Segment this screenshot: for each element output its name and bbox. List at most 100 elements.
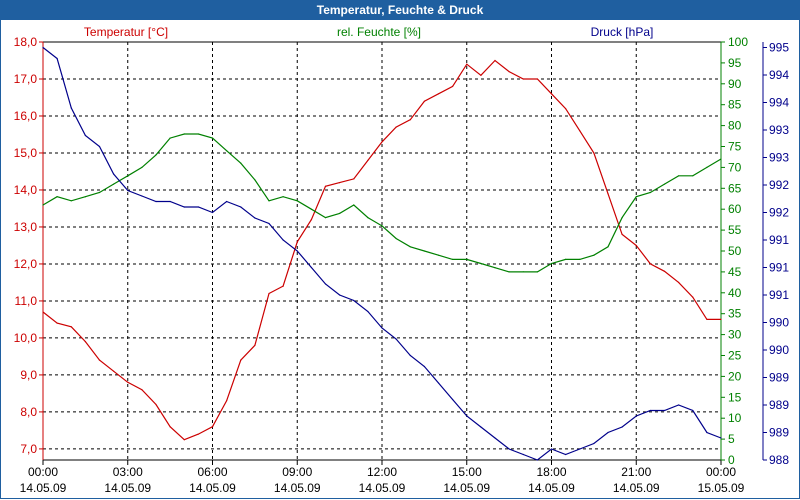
temperature-tick-label: 9,0 (20, 368, 37, 382)
humidity-data-point (565, 258, 567, 260)
humidity-data-point (240, 162, 242, 164)
humidity-data-point (381, 225, 383, 227)
x-tick-label-date: 14.05.09 (528, 481, 575, 495)
temperature-data-point (310, 219, 312, 221)
x-tick-label-time: 21:00 (621, 465, 651, 479)
humidity-tick-label: 95 (728, 56, 742, 70)
pressure-tick-label: 989 (769, 371, 789, 385)
pressure-tick-label: 990 (769, 316, 789, 330)
pressure-data-point (395, 338, 397, 340)
temperature-data-point (593, 152, 595, 154)
humidity-tick-label: 10 (728, 411, 742, 425)
temperature-data-point (565, 108, 567, 110)
temperature-data-point (226, 400, 228, 402)
humidity-data-point (536, 271, 539, 273)
temperature-data-point (211, 426, 214, 428)
pressure-tick-label: 990 (769, 343, 789, 357)
humidity-data-point (42, 204, 44, 206)
pressure-data-point (56, 57, 58, 60)
pressure-data-point (678, 404, 680, 406)
temperature-data-point (42, 311, 44, 313)
temperature-data-point (84, 341, 86, 343)
humidity-tick-label: 55 (728, 223, 742, 237)
pressure-data-point (254, 217, 256, 219)
pressure-tick-label: 989 (769, 398, 789, 412)
humidity-data-point (649, 191, 652, 194)
humidity-data-point (127, 175, 129, 177)
pressure-data-point (339, 294, 341, 296)
temperature-tick-label: 12,0 (14, 257, 38, 271)
humidity-data-point (635, 196, 637, 198)
pressure-data-point (720, 437, 722, 439)
pressure-tick-label: 993 (769, 123, 789, 137)
pressure-data-point (409, 354, 411, 357)
humidity-data-point (579, 258, 581, 260)
humidity-data-point (141, 166, 143, 168)
temperature-data-point (579, 130, 581, 132)
temperature-data-point (197, 433, 199, 435)
humidity-data-point (663, 183, 666, 185)
temperature-data-point (381, 141, 383, 143)
humidity-data-point (98, 191, 101, 194)
temperature-data-point (621, 233, 623, 235)
pressure-axis-label: Druck [hPa] (591, 25, 654, 39)
humidity-data-point (395, 237, 397, 240)
chart-frame: 00:00 14.05.09 03:00 14.05.09 06:00 14.05.09 0… (0, 20, 800, 499)
humidity-data-point (480, 262, 482, 265)
pressure-data-point (550, 448, 553, 450)
pressure-tick-label: 988 (769, 453, 789, 467)
temperature-data-point (423, 100, 425, 102)
temperature-data-point (508, 71, 510, 73)
x-tick-label-time: 00:00 (28, 465, 58, 479)
pressure-tick-label: 989 (769, 426, 789, 440)
pressure-data-point (84, 134, 86, 137)
temperature-data-point (169, 426, 171, 428)
pressure-tick-label: 995 (769, 41, 789, 55)
humidity-data-point (113, 183, 115, 185)
temperature-tick-label: 10,0 (14, 331, 38, 345)
pressure-data-point (310, 266, 312, 269)
pressure-data-point (621, 426, 623, 428)
pressure-data-point (522, 453, 524, 456)
x-tick-label-time: 18:00 (536, 465, 566, 479)
temperature-data-point (663, 270, 666, 272)
pressure-data-point (423, 365, 425, 368)
temperature-data-point (395, 126, 397, 128)
temperature-data-point (550, 93, 553, 95)
humidity-tick-label: 60 (728, 202, 742, 216)
humidity-data-point (607, 246, 609, 248)
humidity-tick-label: 70 (728, 160, 742, 174)
temperature-data-point (720, 318, 722, 320)
pressure-tick-label: 992 (769, 206, 789, 220)
humidity-data-point (353, 204, 355, 206)
x-tick-label-date: 15.05.09 (698, 481, 745, 495)
temperature-data-point (536, 78, 539, 80)
humidity-data-point (706, 166, 708, 168)
pressure-data-point (480, 426, 482, 428)
x-tick-label-date: 14.05.09 (274, 481, 321, 495)
humidity-tick-label: 85 (728, 98, 742, 112)
humidity-data-point (466, 258, 468, 260)
humidity-data-point (593, 254, 595, 256)
temperature-data-point (324, 185, 327, 187)
pressure-data-point (197, 206, 199, 208)
humidity-data-point (169, 137, 171, 139)
pressure-data-point (211, 211, 214, 214)
temperature-data-point (649, 263, 652, 265)
temperature-data-point (706, 318, 708, 320)
pressure-data-point (296, 250, 298, 252)
pressure-tick-label: 992 (769, 178, 789, 192)
humidity-tick-label: 30 (728, 328, 742, 342)
temperature-tick-label: 13,0 (14, 220, 38, 234)
pressure-data-point (226, 200, 228, 203)
temperature-tick-label: 15,0 (14, 146, 38, 160)
temperature-data-point (98, 359, 101, 361)
pressure-data-point (692, 409, 694, 412)
pressure-data-point (169, 200, 171, 203)
x-tick-label-time: 09:00 (282, 465, 312, 479)
pressure-data-point (42, 46, 44, 49)
humidity-data-point (508, 271, 510, 273)
temperature-data-point (466, 63, 468, 65)
humidity-data-point (678, 175, 680, 177)
pressure-data-point (141, 195, 143, 197)
